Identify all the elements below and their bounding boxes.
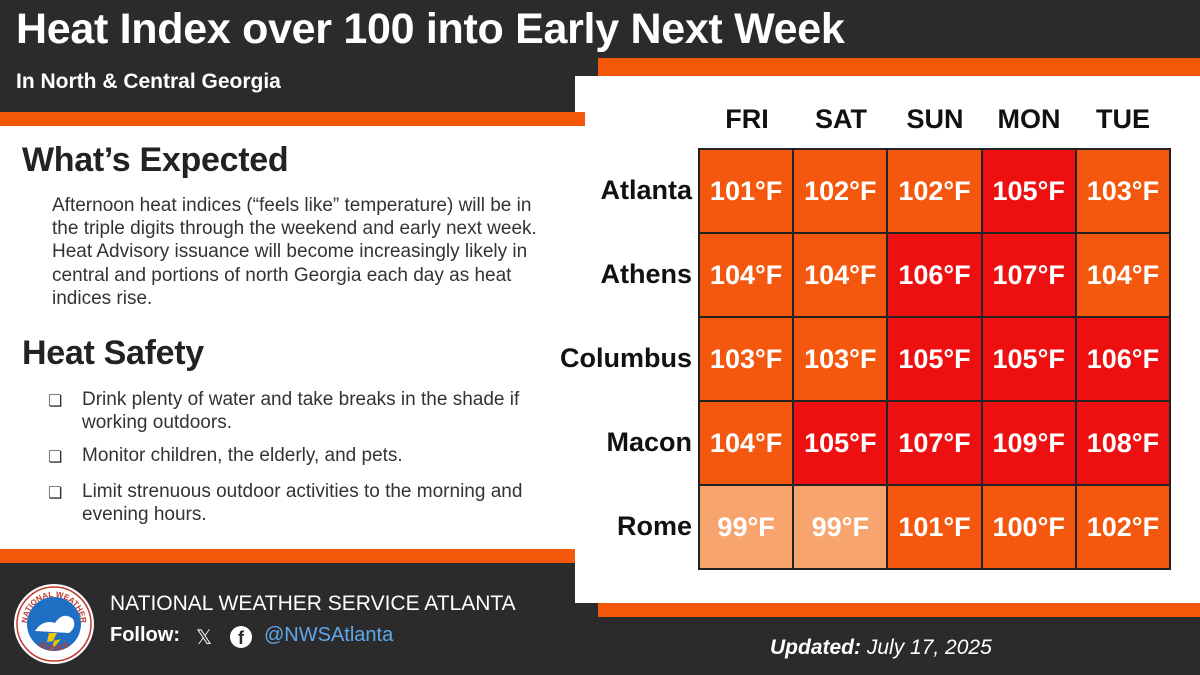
accent-stripe: [0, 549, 575, 563]
list-item: ❏ Limit strenuous outdoor activities to t…: [48, 480, 558, 526]
expected-text: Afternoon heat indices (“feels like” tem…: [52, 195, 537, 309]
heat-index-cell: 105°F: [888, 318, 981, 400]
accent-stripe: [0, 112, 585, 126]
page-title: Heat Index over 100 into Early Next Week: [16, 5, 845, 53]
heat-index-table: 101°F 102°F 102°F 105°F 103°F 104°F 104°F 106°F…: [698, 148, 1171, 570]
safety-item-text: Limit strenuous outdoor activities to th…: [82, 480, 523, 525]
heat-index-cell: 103°F: [1076, 150, 1169, 232]
page-subtitle: In North & Central Georgia: [16, 70, 281, 93]
safety-list: ❏ Drink plenty of water and take breaks i…: [48, 388, 558, 536]
accent-stripe: [598, 58, 1200, 76]
city-label: Athens: [600, 259, 692, 289]
heat-index-cell: 108°F: [1076, 402, 1169, 484]
heat-index-cell: 106°F: [888, 234, 981, 316]
heat-index-cell: 99°F: [700, 486, 793, 568]
svg-text:SERVICE: SERVICE: [37, 639, 73, 653]
checkbox-icon: ❏: [48, 484, 63, 502]
heat-index-cell: 102°F: [794, 150, 887, 232]
heat-index-cell: 107°F: [888, 402, 981, 484]
heat-index-cell: 104°F: [794, 234, 887, 316]
safety-item-text: Monitor children, the elderly, and pets.: [82, 445, 403, 467]
day-header: SUN: [906, 104, 964, 134]
updated-date: July 17, 2025: [866, 636, 992, 659]
safety-heading: Heat Safety: [22, 334, 204, 372]
heat-index-cell: 102°F: [888, 150, 981, 232]
heat-index-cell: 105°F: [982, 318, 1075, 400]
accent-stripe: [598, 603, 1200, 617]
x-icon[interactable]: 𝕏: [196, 627, 213, 649]
day-header: SAT: [815, 104, 867, 134]
list-item: ❏ Monitor children, the elderly, and pets…: [48, 444, 558, 469]
heat-index-cell: 101°F: [700, 150, 793, 232]
day-header: FRI: [725, 104, 769, 134]
heat-index-cell: 104°F: [700, 234, 793, 316]
heat-index-cell: 104°F: [1076, 234, 1169, 316]
left-panel: [0, 126, 575, 549]
heat-index-cell: 106°F: [1076, 318, 1169, 400]
heat-index-cell: 101°F: [888, 486, 981, 568]
city-label: Atlanta: [600, 175, 692, 205]
heat-index-cell: 99°F: [794, 486, 887, 568]
heat-index-cell: 104°F: [700, 402, 793, 484]
nws-logo: NATIONAL WEATHER SERVICE: [14, 584, 94, 664]
heat-index-cell: 100°F: [982, 486, 1075, 568]
safety-item-text: Drink plenty of water and take breaks in…: [82, 389, 520, 434]
facebook-icon[interactable]: f: [230, 626, 252, 648]
office-name: NATIONAL WEATHER SERVICE ATLANTA: [110, 592, 516, 615]
city-label: Rome: [616, 511, 692, 541]
heat-index-cell: 105°F: [794, 402, 887, 484]
updated-stamp: Updated: July 17, 2025: [770, 636, 992, 660]
heat-index-cell: 107°F: [982, 234, 1075, 316]
updated-label: Updated:: [770, 636, 861, 659]
heat-index-cell: 103°F: [794, 318, 887, 400]
list-item: ❏ Drink plenty of water and take breaks i…: [48, 388, 558, 434]
city-label: Macon: [606, 427, 692, 457]
heat-index-cell: 102°F: [1076, 486, 1169, 568]
day-header: MON: [997, 104, 1061, 134]
city-label: Columbus: [560, 343, 692, 373]
expected-heading: What’s Expected: [22, 141, 289, 179]
checkbox-icon: ❏: [48, 449, 63, 467]
heat-index-cell: 105°F: [982, 150, 1075, 232]
checkbox-icon: ❏: [48, 393, 63, 410]
heat-index-cell: 109°F: [982, 402, 1075, 484]
day-header: TUE: [1096, 104, 1150, 134]
social-handle-link[interactable]: @NWSAtlanta: [264, 624, 394, 646]
follow-label: Follow:: [110, 624, 180, 646]
heat-index-cell: 103°F: [700, 318, 793, 400]
